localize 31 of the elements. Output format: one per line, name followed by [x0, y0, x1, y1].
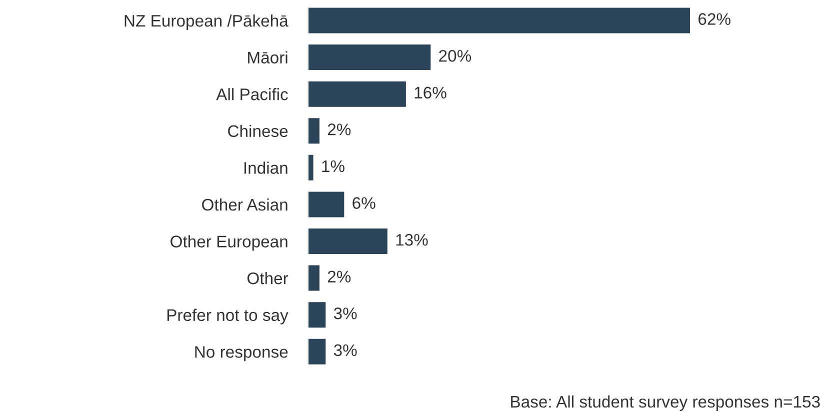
bar [308, 338, 328, 366]
bar [308, 43, 432, 72]
data-label: 2% [328, 270, 351, 282]
y-tick-label: Chinese [228, 124, 288, 138]
data-label: 20% [439, 50, 472, 62]
bar [308, 80, 408, 108]
data-label: 13% [396, 234, 428, 246]
bar [308, 116, 321, 145]
y-tick-label: Other European [170, 235, 288, 251]
y-tick-label: Māori [248, 51, 288, 64]
bar [308, 190, 346, 219]
data-label: 1% [322, 160, 344, 172]
data-label: 2% [328, 124, 351, 136]
y-tick-label: All Pacific [216, 88, 288, 100]
data-label: 3% [334, 344, 357, 356]
bar [308, 154, 315, 182]
data-label: 6% [352, 197, 376, 209]
y-tick-label: NZ European /Pākehā [124, 14, 288, 30]
y-tick-label: Other [247, 272, 288, 284]
data-label: 16% [414, 86, 446, 99]
bar [308, 227, 389, 256]
y-tick-label: Other Asian [202, 198, 288, 211]
y-tick-label: No response [195, 346, 288, 362]
bar [308, 6, 692, 35]
bar [308, 300, 328, 329]
y-tick-label: Prefer not to say [167, 308, 288, 324]
text: Base: All student survey responses n=153 [511, 395, 820, 411]
bar [308, 264, 321, 292]
y-tick-label: Indian [244, 162, 288, 174]
data-label: 62% [698, 13, 730, 25]
data-label: 3% [334, 308, 357, 320]
